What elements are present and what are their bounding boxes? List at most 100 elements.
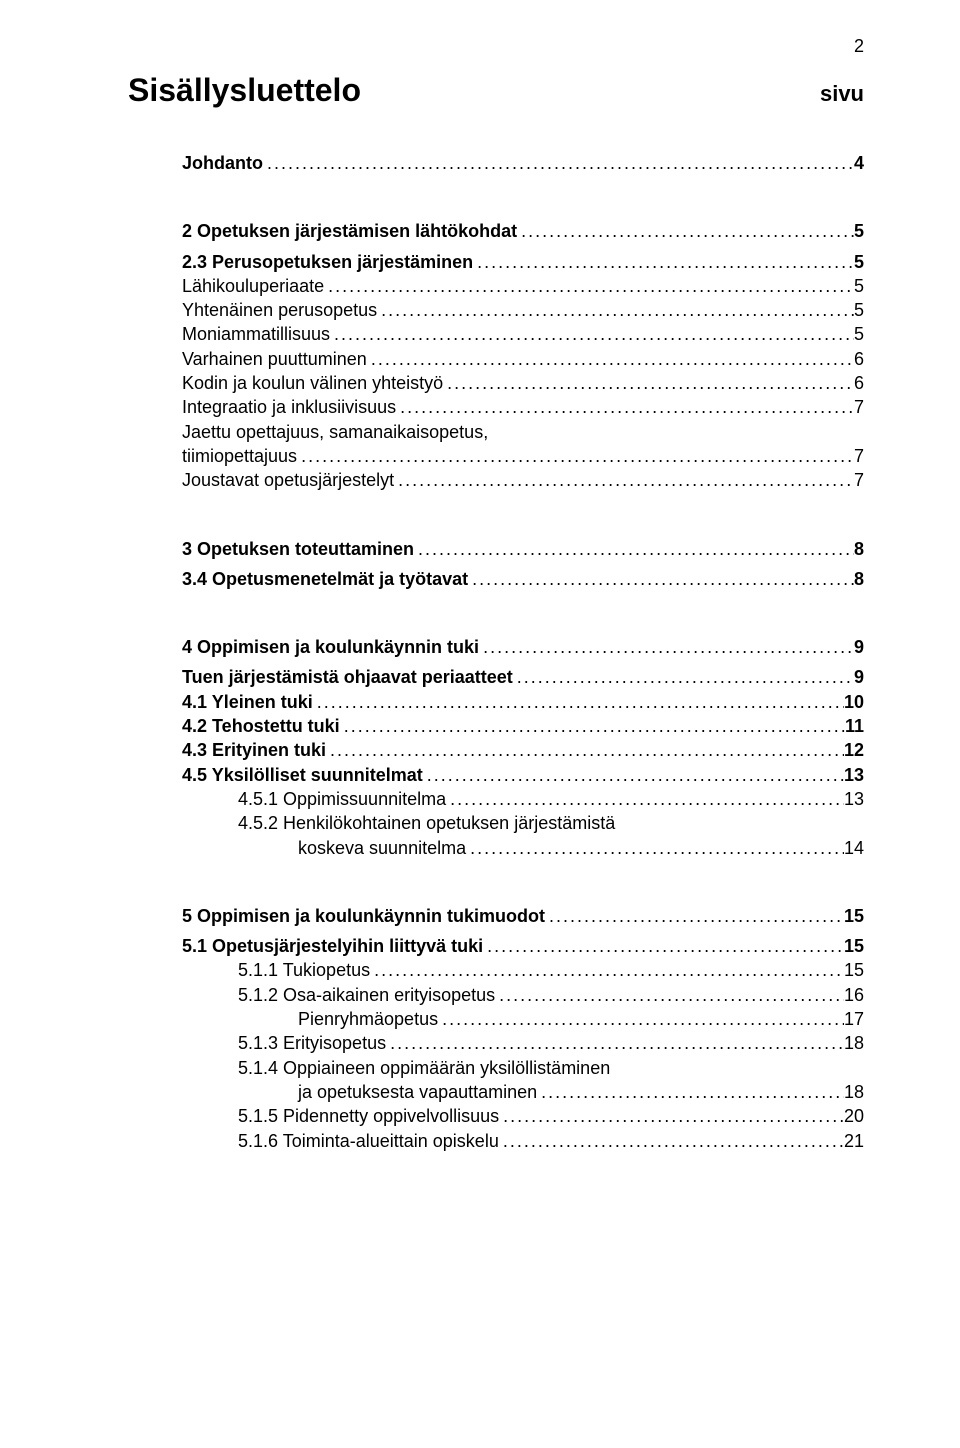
toc-label: Lähikouluperiaate — [182, 274, 324, 298]
page: 2 Sisällysluettelo sivu Johdanto42 Opetu… — [0, 0, 960, 1448]
toc-line: 4.5 Yksilölliset suunnitelmat13 — [128, 763, 864, 787]
toc-label: Moniammatillisuus — [182, 322, 330, 346]
toc-label: 5.1.3 Erityisopetus — [238, 1031, 386, 1055]
toc-page: 10 — [844, 690, 864, 714]
toc-page: 9 — [854, 665, 864, 689]
toc-label: Tuen järjestämistä ohjaavat periaatteet — [182, 665, 513, 689]
toc-leader — [297, 444, 854, 468]
toc-page: 7 — [854, 468, 864, 492]
toc-label: 4.1 Yleinen tuki — [182, 690, 313, 714]
toc-page: 16 — [844, 983, 864, 1007]
toc-page: 15 — [844, 904, 864, 928]
page-number: 2 — [854, 36, 864, 57]
toc-page: 5 — [854, 274, 864, 298]
toc-label: Yhtenäinen perusopetus — [182, 298, 377, 322]
toc-leader — [466, 836, 844, 860]
toc-leader — [394, 468, 854, 492]
spacer — [128, 860, 864, 904]
toc-leader — [446, 787, 844, 811]
toc-leader — [468, 567, 854, 591]
toc-leader — [386, 1031, 844, 1055]
toc-leader — [438, 1007, 844, 1031]
toc-leader — [423, 763, 844, 787]
toc-page: 5 — [854, 298, 864, 322]
toc-leader — [377, 298, 854, 322]
toc-label: ja opetuksesta vapauttaminen — [298, 1080, 537, 1104]
toc-label: 5.1.6 Toiminta-alueittain opiskelu — [238, 1129, 499, 1153]
toc-leader — [499, 1104, 844, 1128]
toc-line: Lähikouluperiaate 5 — [128, 274, 864, 298]
toc-line: 5.1.6 Toiminta-alueittain opiskelu 21 — [128, 1129, 864, 1153]
toc-label: 5 Oppimisen ja koulunkäynnin tukimuodot — [182, 904, 545, 928]
toc-label: tiimiopettajuus — [182, 444, 297, 468]
toc-label: Johdanto — [182, 151, 263, 175]
toc-page: 8 — [854, 567, 864, 591]
toc-line: 5.1.3 Erityisopetus 18 — [128, 1031, 864, 1055]
toc-leader — [326, 738, 844, 762]
toc-line: 3 Opetuksen toteuttaminen8 — [128, 537, 864, 561]
toc-page: 21 — [844, 1129, 864, 1153]
toc-page: 7 — [854, 395, 864, 419]
toc-label: Joustavat opetusjärjestelyt — [182, 468, 394, 492]
toc-line: 5.1.2 Osa-aikainen erityisopetus16 — [128, 983, 864, 1007]
toc-page: 9 — [854, 635, 864, 659]
toc-leader — [495, 983, 844, 1007]
toc-page: 18 — [844, 1031, 864, 1055]
toc-leader — [367, 347, 854, 371]
spacer — [128, 591, 864, 635]
toc-label: Kodin ja koulun välinen yhteistyö — [182, 371, 443, 395]
toc-line: Kodin ja koulun välinen yhteistyö 6 — [128, 371, 864, 395]
toc-label: 4 Oppimisen ja koulunkäynnin tuki — [182, 635, 479, 659]
toc-line: Jaettu opettajuus, samanaikaisopetus, — [128, 420, 864, 444]
toc-line: 5.1 Opetusjärjestelyihin liittyvä tuki15 — [128, 934, 864, 958]
toc-leader — [537, 1080, 844, 1104]
page-column-header: sivu — [820, 81, 864, 107]
toc-line: 5.1.4 Oppiaineen oppimäärän yksilöllistä… — [128, 1056, 864, 1080]
toc-leader — [324, 274, 854, 298]
toc-label: 4.5.2 Henkilökohtainen opetuksen järjest… — [238, 811, 615, 835]
toc-line: 4.5.1 Oppimissuunnitelma 13 — [128, 787, 864, 811]
toc-line: 4.3 Erityinen tuki12 — [128, 738, 864, 762]
toc-leader — [499, 1129, 844, 1153]
toc-line: Pienryhmäopetus17 — [128, 1007, 864, 1031]
toc-line: 2.3 Perusopetuksen järjestäminen5 — [128, 250, 864, 274]
toc-leader — [340, 714, 845, 738]
toc-line: 5.1.1 Tukiopetus 15 — [128, 958, 864, 982]
toc-line: tiimiopettajuus7 — [128, 444, 864, 468]
toc-label: 5.1 Opetusjärjestelyihin liittyvä tuki — [182, 934, 483, 958]
toc-label: 5.1.1 Tukiopetus — [238, 958, 370, 982]
toc-page: 15 — [844, 958, 864, 982]
toc-line: 4.1 Yleinen tuki 10 — [128, 690, 864, 714]
toc-page: 11 — [845, 714, 864, 738]
toc-line: 4.2 Tehostettu tuki11 — [128, 714, 864, 738]
toc-label: 4.5.1 Oppimissuunnitelma — [238, 787, 446, 811]
toc-leader — [513, 665, 854, 689]
toc-line: koskeva suunnitelma14 — [128, 836, 864, 860]
toc-page: 5 — [854, 219, 864, 243]
toc-page: 6 — [854, 371, 864, 395]
toc-page: 17 — [844, 1007, 864, 1031]
toc-label: 4.5 Yksilölliset suunnitelmat — [182, 763, 423, 787]
toc-line: 5 Oppimisen ja koulunkäynnin tukimuodot 1… — [128, 904, 864, 928]
toc-line: Integraatio ja inklusiivisuus7 — [128, 395, 864, 419]
toc-leader — [396, 395, 854, 419]
toc-page: 13 — [844, 787, 864, 811]
toc-label: 4.3 Erityinen tuki — [182, 738, 326, 762]
toc-line: Johdanto4 — [128, 151, 864, 175]
toc-title: Sisällysluettelo — [128, 72, 361, 109]
toc-label: Jaettu opettajuus, samanaikaisopetus, — [182, 420, 488, 444]
toc-page: 14 — [844, 836, 864, 860]
toc-label: 5.1.5 Pidennetty oppivelvollisuus — [238, 1104, 499, 1128]
toc-page: 8 — [854, 537, 864, 561]
spacer — [128, 493, 864, 537]
toc-leader — [483, 934, 844, 958]
toc-line: 4.5.2 Henkilökohtainen opetuksen järjest… — [128, 811, 864, 835]
toc-label: 2.3 Perusopetuksen järjestäminen — [182, 250, 473, 274]
toc-line: Tuen järjestämistä ohjaavat periaatteet 9 — [128, 665, 864, 689]
toc-leader — [443, 371, 854, 395]
toc-label: 5.1.4 Oppiaineen oppimäärän yksilöllistä… — [238, 1056, 610, 1080]
toc-leader — [330, 322, 854, 346]
toc-page: 18 — [844, 1080, 864, 1104]
spacer — [128, 175, 864, 219]
toc-leader — [545, 904, 844, 928]
